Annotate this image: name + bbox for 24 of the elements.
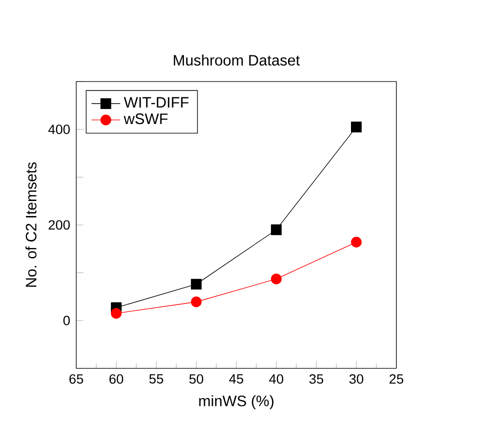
x-tick-label: 55 bbox=[149, 374, 164, 384]
x-axis-title: minWS (%) bbox=[199, 395, 274, 410]
legend-label: WIT-DIFF bbox=[124, 97, 189, 108]
x-tick-label: 45 bbox=[229, 374, 244, 384]
x-tick-label: 50 bbox=[189, 374, 204, 384]
legend-label: wSWF bbox=[124, 114, 168, 124]
point bbox=[270, 274, 282, 284]
y-tick-label: 0 bbox=[63, 316, 70, 326]
point bbox=[350, 236, 362, 248]
y-axis-title: No. of C2 Itemsets bbox=[25, 162, 36, 287]
point bbox=[190, 279, 202, 290]
point bbox=[190, 296, 202, 308]
x-tick-label: 35 bbox=[309, 374, 324, 384]
point bbox=[270, 224, 282, 236]
x-tick-label: 40 bbox=[269, 374, 284, 384]
y-tick-label: 200 bbox=[48, 220, 70, 230]
y-tick-label: 400 bbox=[48, 124, 70, 134]
chart-title: Mushroom Dataset bbox=[174, 54, 300, 66]
point bbox=[350, 122, 362, 132]
x-tick-label: 60 bbox=[109, 374, 124, 384]
x-tick-label: 25 bbox=[390, 374, 404, 384]
x-tick-label: 65 bbox=[69, 374, 84, 384]
point bbox=[110, 308, 122, 319]
x-tick-label: 30 bbox=[349, 374, 364, 384]
